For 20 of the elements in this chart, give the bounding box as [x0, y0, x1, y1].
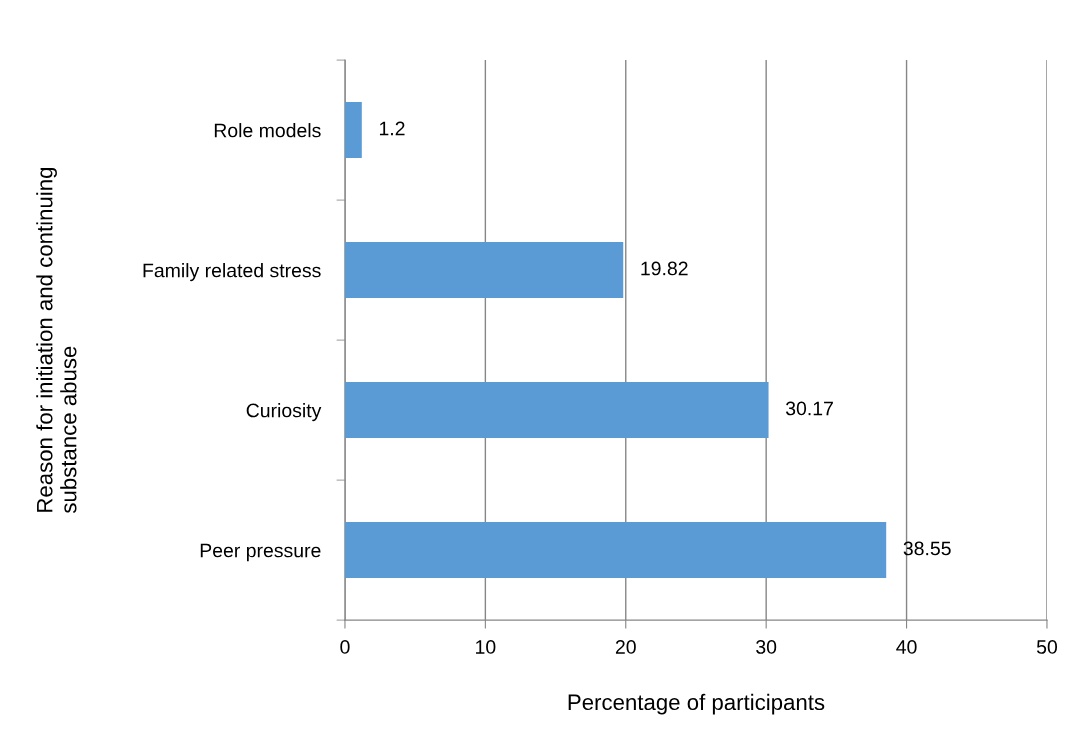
- bar: [344, 382, 769, 439]
- x-tick-label: 10: [476, 640, 496, 654]
- y-tick-label: Family related stress: [143, 263, 321, 282]
- x-tick-label: 30: [756, 640, 777, 654]
- y-axis-title: Reason for initiation and continuing substance abuse: [36, 167, 77, 514]
- x-axis-title: Percentage of participants: [568, 693, 825, 715]
- data-label: 30.17: [785, 401, 833, 416]
- x-tick-label: 0: [340, 640, 350, 654]
- data-label: 1.2: [379, 121, 405, 136]
- bar: [344, 102, 362, 159]
- y-tick-label: Peer pressure: [200, 543, 321, 562]
- data-label: 38.55: [903, 541, 951, 556]
- x-tick-label: 40: [896, 640, 917, 654]
- y-tick-label: Curiosity: [246, 403, 322, 422]
- data-label: 19.82: [641, 261, 688, 276]
- x-tick-label: 50: [1036, 640, 1058, 654]
- bar: [344, 242, 624, 299]
- bar: [344, 522, 887, 579]
- x-tick-label: 20: [615, 640, 636, 654]
- y-tick-label: Role models: [214, 123, 321, 138]
